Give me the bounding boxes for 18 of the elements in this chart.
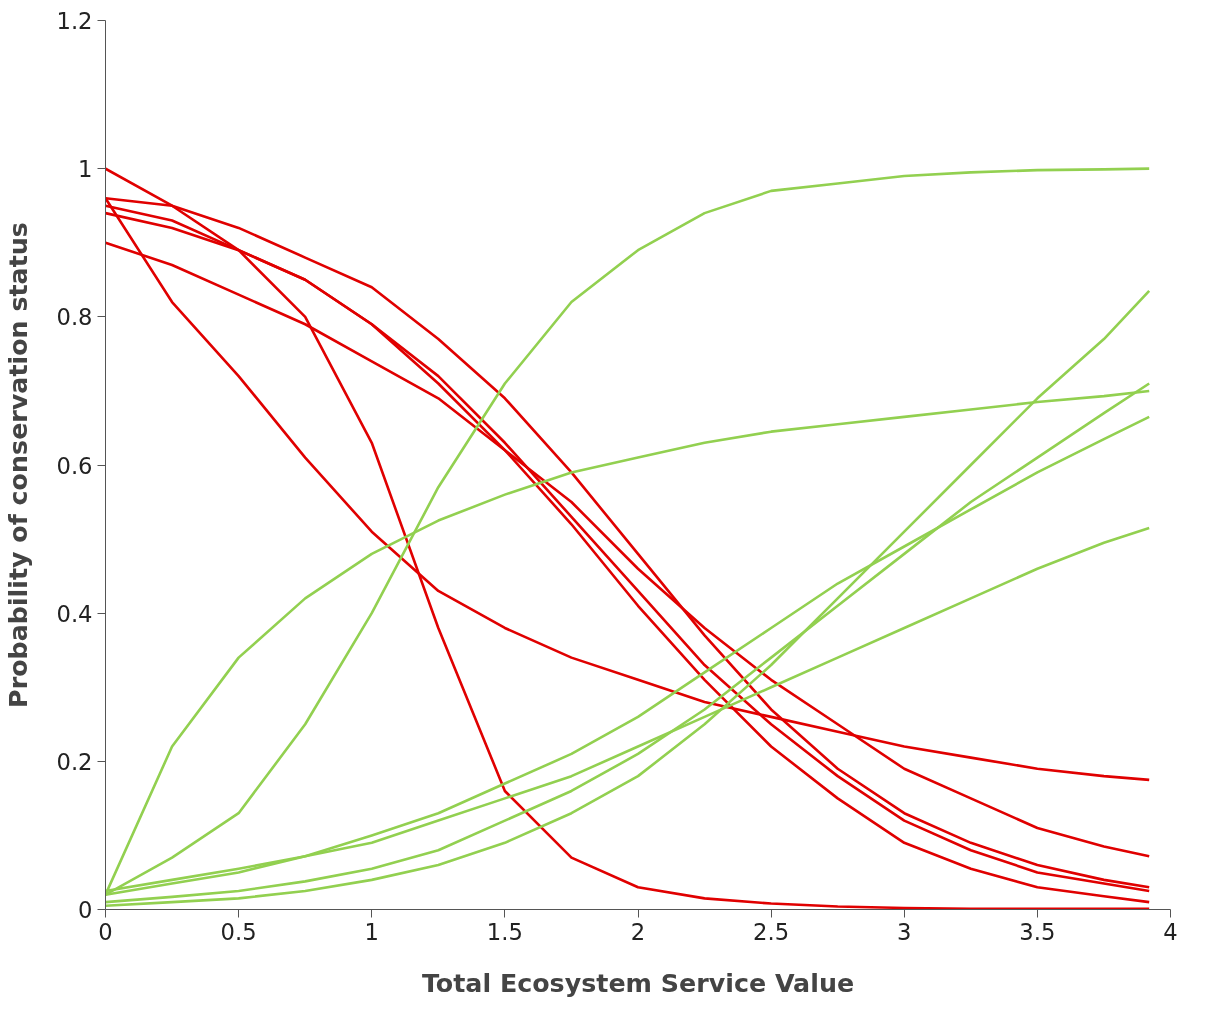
y-tick-label: 0.6 xyxy=(56,452,93,479)
x-tick-label: 2.5 xyxy=(753,918,790,945)
y-axis-title: Probability of conservation status xyxy=(3,222,34,708)
x-tick-label: 1 xyxy=(364,918,379,945)
x-tick-label: 0.5 xyxy=(220,918,257,945)
y-tick-label: 1 xyxy=(78,156,93,183)
x-axis-title: Total Ecosystem Service Value xyxy=(421,967,855,998)
x-tick-label: 3.5 xyxy=(1019,918,1056,945)
x-tick-label: 3 xyxy=(897,918,912,945)
y-tick-label: 0.2 xyxy=(56,748,93,775)
x-tick-label: 1.5 xyxy=(486,918,523,945)
x-tick-label: 0 xyxy=(98,918,113,945)
y-tick-label: 1.2 xyxy=(56,8,93,34)
x-tick-label: 4 xyxy=(1163,918,1178,945)
y-tick-label: 0.8 xyxy=(56,304,93,331)
y-tick-label: 0 xyxy=(78,897,93,923)
y-tick-label: 0.4 xyxy=(56,600,93,627)
x-tick-label: 2 xyxy=(630,918,646,945)
